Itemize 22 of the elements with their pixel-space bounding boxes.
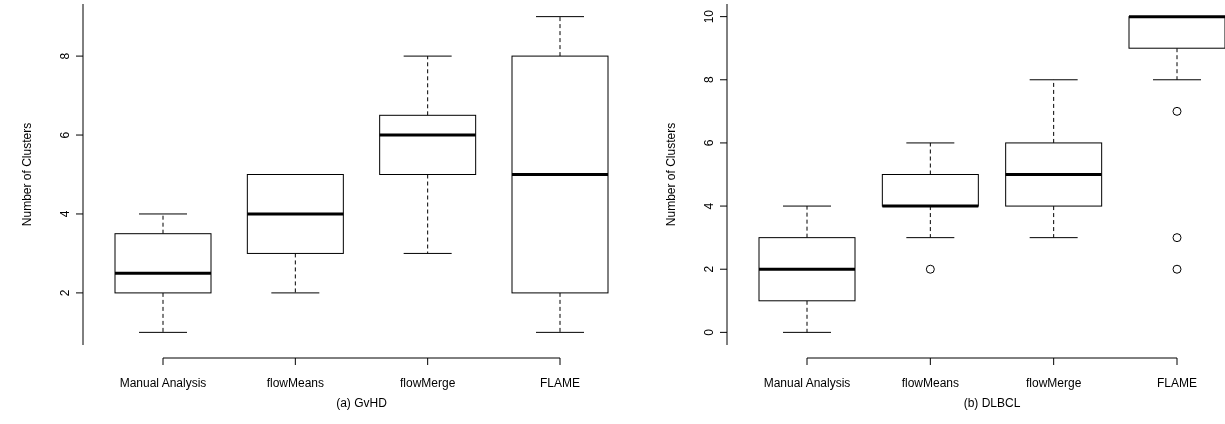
y-tick-label: 4: [702, 202, 716, 210]
y-tick-label: 6: [702, 139, 716, 147]
y-tick-label: 2: [702, 265, 716, 273]
y-tick-label: 4: [58, 210, 72, 218]
x-tick-label: flowMerge: [399, 376, 456, 390]
y-tick-label: 8: [58, 52, 72, 60]
y-tick-label: 8: [702, 76, 716, 84]
x-tick-label: flowMeans: [266, 376, 325, 390]
x-tick-label: flowMerge: [1025, 376, 1082, 390]
y-tick-label: 2: [58, 289, 72, 297]
y-axis-title: Number of Clusters: [664, 122, 678, 227]
x-tick-label: FLAME: [1156, 376, 1198, 390]
y-tick-label: 10: [702, 9, 716, 24]
x-tick-label: Manual Analysis: [119, 376, 207, 390]
y-tick-label: 6: [58, 131, 72, 139]
x-tick-label: FLAME: [539, 376, 581, 390]
x-axis-title: (b) DLBCL: [963, 396, 1021, 410]
y-axis-title: Number of Clusters: [20, 122, 34, 227]
x-axis-title: (a) GvHD: [336, 396, 388, 410]
y-tick-label: 0: [702, 328, 716, 336]
x-tick-label: flowMeans: [901, 376, 960, 390]
x-tick-label: Manual Analysis: [763, 376, 851, 390]
